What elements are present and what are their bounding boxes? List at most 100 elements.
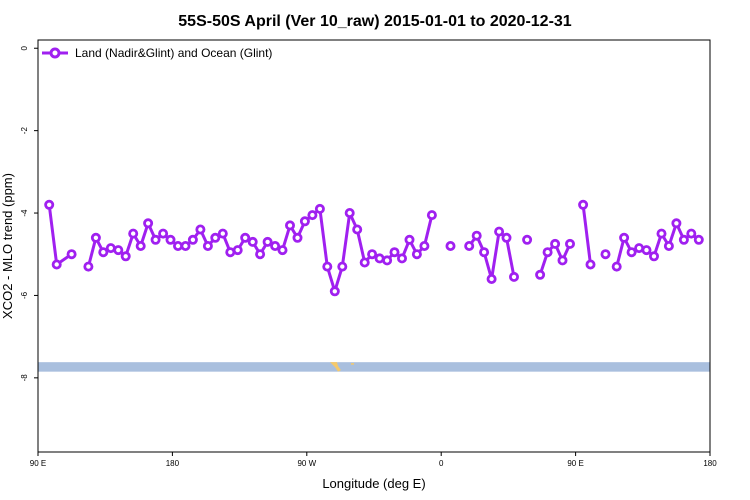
- data-point: [501, 232, 512, 243]
- data-point: [471, 230, 482, 241]
- data-point: [542, 247, 553, 258]
- data-point: [44, 199, 55, 210]
- map-ocean: [38, 362, 710, 372]
- data-point: [404, 234, 415, 245]
- data-point: [671, 218, 682, 229]
- data-point: [486, 273, 497, 284]
- data-point: [359, 257, 370, 268]
- data-point: [663, 240, 674, 251]
- data-point: [396, 253, 407, 264]
- data-point: [314, 203, 325, 214]
- data-point: [522, 234, 533, 245]
- data-point: [83, 261, 94, 272]
- data-point: [426, 210, 437, 221]
- data-point: [411, 249, 422, 260]
- data-point: [344, 207, 355, 218]
- legend: Land (Nadir&Glint) and Ocean (Glint): [42, 46, 272, 60]
- data-point: [150, 234, 161, 245]
- data-point: [619, 232, 630, 243]
- data-point: [656, 228, 667, 239]
- data-point: [98, 247, 109, 258]
- x-tick-label: 90 E: [567, 459, 583, 468]
- data-point: [322, 261, 333, 272]
- data-point: [389, 247, 400, 258]
- data-point: [247, 236, 258, 247]
- x-axis: 90 E 180 90 W 0 90 E 180: [30, 452, 717, 468]
- plot-area: [37, 39, 711, 453]
- x-tick-label: 180: [703, 459, 717, 468]
- map-land-island: [351, 363, 354, 365]
- data-point: [337, 261, 348, 272]
- data-point: [678, 234, 689, 245]
- data-point: [165, 234, 176, 245]
- map-strip: [38, 362, 710, 372]
- data-point: [686, 228, 697, 239]
- data-point: [202, 240, 213, 251]
- data-point: [611, 261, 622, 272]
- y-tick-label: -2: [20, 127, 29, 135]
- y-axis: 0 -2 -4 -6 -8: [20, 45, 38, 381]
- data-point: [113, 245, 124, 256]
- data-point: [51, 259, 62, 270]
- series-line: [581, 204, 592, 265]
- data-point: [232, 245, 243, 256]
- chart-title: 55S-50S April (Ver 10_raw) 2015-01-01 to…: [178, 13, 572, 30]
- data-point: [262, 236, 273, 247]
- data-point: [641, 245, 652, 256]
- y-tick-label: -6: [20, 291, 29, 299]
- y-tick-label: -4: [20, 209, 29, 217]
- x-axis-label: Longitude (deg E): [322, 476, 425, 491]
- data-point: [464, 240, 475, 251]
- map-land-south-america: [330, 362, 341, 372]
- series-line: [615, 221, 700, 267]
- data-point: [649, 251, 660, 262]
- data-point: [217, 228, 228, 239]
- data-point: [600, 249, 611, 260]
- data-point: [578, 199, 589, 210]
- data-point: [535, 269, 546, 280]
- data-point: [128, 228, 139, 239]
- data-point: [284, 220, 295, 231]
- data-point: [508, 271, 519, 282]
- data-point: [90, 232, 101, 243]
- data-point: [120, 251, 131, 262]
- data-point: [374, 253, 385, 264]
- data-point: [135, 240, 146, 251]
- data-point: [240, 232, 251, 243]
- data-point: [419, 240, 430, 251]
- data-point: [693, 234, 704, 245]
- y-tick-label: -8: [20, 374, 29, 382]
- data-point: [158, 228, 169, 239]
- data-point: [329, 286, 340, 297]
- y-axis-label: XCO2 - MLO trend (ppm): [0, 173, 15, 319]
- data-point: [66, 249, 77, 260]
- data-point: [195, 224, 206, 235]
- data-point: [299, 216, 310, 227]
- legend-marker: [49, 47, 61, 59]
- data-point: [180, 240, 191, 251]
- data-point: [255, 249, 266, 260]
- legend-label: Land (Nadir&Glint) and Ocean (Glint): [75, 46, 272, 60]
- x-tick-label: 180: [166, 459, 180, 468]
- data-point: [626, 247, 637, 258]
- series-layer: [44, 199, 704, 297]
- y-tick-label: 0: [20, 45, 29, 50]
- x-tick-label: 90 W: [297, 459, 316, 468]
- data-point: [479, 247, 490, 258]
- data-point: [585, 259, 596, 270]
- data-point: [143, 218, 154, 229]
- data-point: [445, 240, 456, 251]
- data-point: [210, 232, 221, 243]
- data-point: [367, 249, 378, 260]
- data-point: [307, 210, 318, 221]
- data-point: [557, 255, 568, 266]
- x-tick-label: 90 E: [30, 459, 46, 468]
- data-point: [550, 238, 561, 249]
- data-point: [494, 226, 505, 237]
- data-point: [277, 245, 288, 256]
- data-point: [105, 243, 116, 254]
- data-point: [270, 240, 281, 251]
- data-point: [352, 224, 363, 235]
- data-point: [292, 232, 303, 243]
